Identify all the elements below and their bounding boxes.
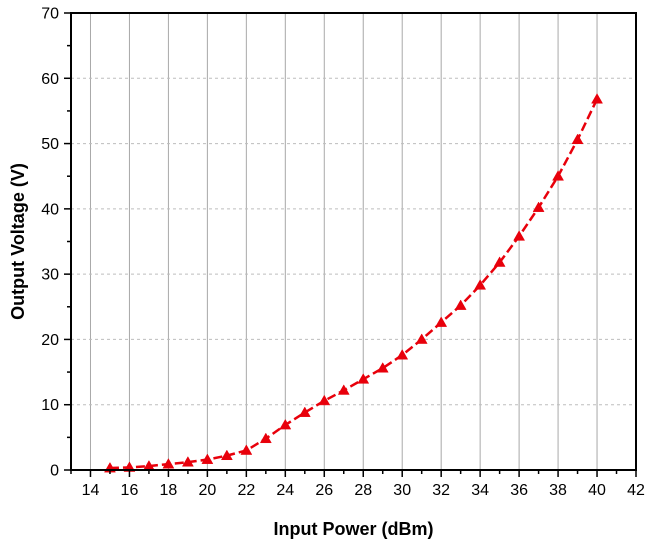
data-point-marker (201, 453, 214, 464)
y-tick-label: 20 (41, 332, 59, 349)
data-point-marker (513, 230, 526, 241)
y-tick-label: 60 (41, 71, 59, 88)
x-tick-label: 16 (121, 482, 139, 499)
x-tick-label: 24 (276, 482, 294, 499)
x-tick-label: 42 (627, 482, 645, 499)
x-tick-label: 38 (549, 482, 567, 499)
data-point-marker (474, 279, 487, 290)
tick-labels: 14 16 18 20 22 24 26 28 30 32 34 36 38 40 42 0 10 20 30 40 5… (41, 6, 645, 500)
data-point-marker (571, 133, 584, 145)
x-tick-label: 36 (510, 482, 528, 499)
x-tick-label: 34 (471, 482, 489, 499)
x-tick-label: 22 (237, 482, 255, 499)
y-tick-label: 0 (50, 463, 59, 480)
y-tick-label: 70 (41, 6, 59, 23)
x-tick-label: 18 (160, 482, 178, 499)
data-point-marker (396, 349, 409, 360)
data-point-marker (591, 93, 603, 104)
x-tick-label: 14 (82, 482, 100, 499)
data-point-marker (298, 406, 311, 417)
data-point-marker (357, 373, 370, 384)
data-point-marker (376, 362, 389, 373)
y-tick-label: 40 (41, 201, 59, 218)
x-tick-label: 30 (393, 482, 411, 499)
y-tick-label: 50 (41, 136, 59, 153)
data-point-marker (552, 170, 564, 181)
data-point-marker (454, 299, 467, 310)
y-tick-label: 10 (41, 397, 59, 414)
axis-ticks (64, 12, 637, 477)
data-point-marker (259, 432, 272, 444)
data-point-marker (435, 316, 448, 327)
x-tick-label: 40 (588, 482, 606, 499)
y-tick-label: 30 (41, 267, 59, 284)
data-point-marker (532, 201, 545, 212)
data-point-marker (162, 458, 175, 469)
data-point-marker (240, 444, 253, 455)
data-point-marker (318, 394, 331, 406)
data-point-marker (415, 333, 428, 344)
data-point-marker (181, 456, 194, 467)
data-point-marker (337, 384, 350, 395)
x-axis-title: Input Power (dBm) (274, 519, 434, 539)
x-tick-label: 28 (354, 482, 372, 499)
x-tick-label: 32 (432, 482, 450, 499)
y-axis-title: Output Voltage (V) (8, 163, 28, 320)
data-point-marker (220, 449, 233, 461)
data-point-marker (279, 418, 292, 430)
x-tick-label: 20 (198, 482, 216, 499)
data-point-marker (493, 256, 506, 267)
x-tick-label: 26 (315, 482, 333, 499)
